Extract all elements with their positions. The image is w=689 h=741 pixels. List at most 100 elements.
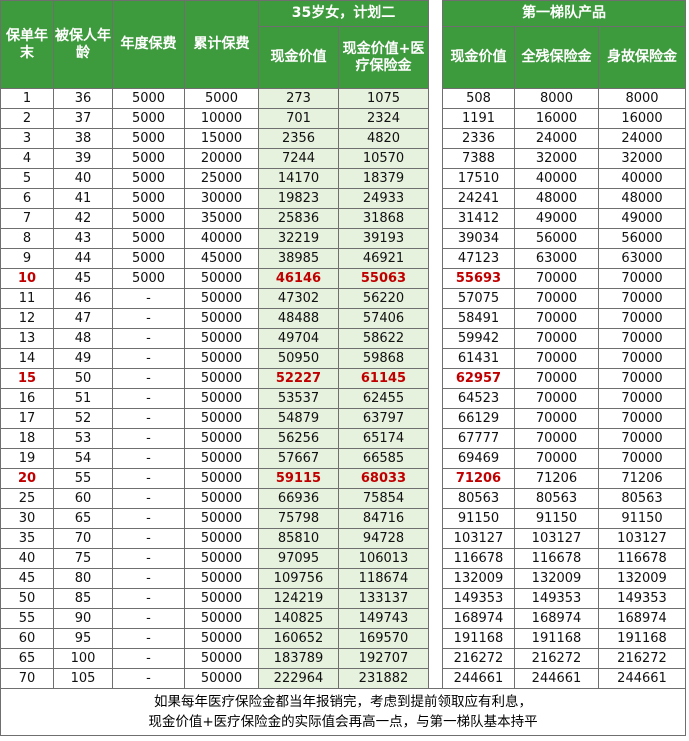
table-row: 8 43 5000 40000 32219 39193 39034 56000 56000	[0, 228, 686, 249]
cell-plan-cash-value: 53537	[258, 388, 339, 409]
table-row: 35 70-50000 85810 94728 103127 103127 103127	[0, 528, 686, 549]
cell-insured-age: 44	[53, 248, 113, 269]
cell-plan-cash-value: 183789	[258, 648, 339, 669]
table-row: 18 53-50000 56256 65174 67777 70000 70000	[0, 428, 686, 449]
cell-plan-cash-value: 59115	[258, 468, 339, 489]
cell-annual-premium: -	[112, 288, 185, 309]
cell-tier-death: 103127	[598, 528, 686, 549]
cell-year-end: 65	[0, 648, 54, 669]
cell-plan-cash-value: 97095	[258, 548, 339, 569]
cell-year-end: 13	[0, 328, 54, 349]
cell-insured-age: 48	[53, 328, 113, 349]
cell-year-end: 8	[0, 228, 54, 249]
column-gap	[428, 588, 443, 609]
cell-tier-cash-value: 64523	[442, 388, 515, 409]
cell-insured-age: 37	[53, 108, 113, 129]
table-row: 20 55-50000 59115 68033 71206 71206 71206	[0, 468, 686, 489]
cell-year-end: 18	[0, 428, 54, 449]
cell-year-end: 9	[0, 248, 54, 269]
cell-tier-cash-value: 55693	[442, 268, 515, 289]
cell-insured-age: 105	[53, 668, 113, 689]
cell-tier-disability: 191168	[514, 628, 599, 649]
cell-plan-cash-value: 38985	[258, 248, 339, 269]
cell-tier-cash-value: 39034	[442, 228, 515, 249]
cell-insured-age: 41	[53, 188, 113, 209]
cell-tier-death: 149353	[598, 588, 686, 609]
cell-insured-age: 75	[53, 548, 113, 569]
cell-annual-premium: 5000	[112, 168, 185, 189]
column-gap	[428, 468, 443, 489]
column-gap	[428, 288, 443, 309]
cell-year-end: 30	[0, 508, 54, 529]
cell-annual-premium: 5000	[112, 88, 185, 109]
cell-tier-disability: 24000	[514, 128, 599, 149]
cell-tier-cash-value: 17510	[442, 168, 515, 189]
cell-insured-age: 51	[53, 388, 113, 409]
column-gap	[428, 628, 443, 649]
cell-tier-disability: 70000	[514, 268, 599, 289]
cell-tier-death: 70000	[598, 268, 686, 289]
cell-insured-age: 55	[53, 468, 113, 489]
cell-year-end: 17	[0, 408, 54, 429]
cell-plan-cash-value: 66936	[258, 488, 339, 509]
cell-tier-cash-value: 80563	[442, 488, 515, 509]
column-gap	[428, 388, 443, 409]
cell-plan-cash-value: 14170	[258, 168, 339, 189]
cell-annual-premium: -	[112, 588, 185, 609]
cell-tier-cash-value: 116678	[442, 548, 515, 569]
cell-year-end: 3	[0, 128, 54, 149]
table-row: 13 48-50000 49704 58622 59942 70000 70000	[0, 328, 686, 349]
column-gap	[428, 0, 443, 89]
cell-tier-death: 48000	[598, 188, 686, 209]
cell-tier-disability: 91150	[514, 508, 599, 529]
cell-cumulative-premium: 50000	[184, 328, 259, 349]
header-tier-disability: 全残保险金	[514, 26, 599, 89]
table-row: 70 105-50000 222964 231882 244661 244661 24466…	[0, 668, 686, 689]
cell-plan-cash-plus-medical: 65174	[338, 428, 429, 449]
column-gap	[428, 608, 443, 629]
cell-plan-cash-value: 19823	[258, 188, 339, 209]
cell-cumulative-premium: 5000	[184, 88, 259, 109]
cell-tier-disability: 216272	[514, 648, 599, 669]
cell-tier-death: 132009	[598, 568, 686, 589]
cell-insured-age: 52	[53, 408, 113, 429]
column-gap	[428, 88, 443, 109]
column-gap	[428, 508, 443, 529]
cell-tier-cash-value: 2336	[442, 128, 515, 149]
cell-year-end: 14	[0, 348, 54, 369]
column-gap	[428, 308, 443, 329]
header-cumulative-premium: 累计保费	[184, 0, 259, 89]
cell-insured-age: 54	[53, 448, 113, 469]
cell-tier-disability: 56000	[514, 228, 599, 249]
cell-plan-cash-plus-medical: 62455	[338, 388, 429, 409]
cell-cumulative-premium: 50000	[184, 608, 259, 629]
cell-insured-age: 65	[53, 508, 113, 529]
cell-annual-premium: 5000	[112, 128, 185, 149]
cell-tier-disability: 70000	[514, 368, 599, 389]
cell-tier-death: 91150	[598, 508, 686, 529]
cell-tier-death: 71206	[598, 468, 686, 489]
cell-plan-cash-value: 273	[258, 88, 339, 109]
column-gap	[428, 648, 443, 669]
cell-tier-death: 191168	[598, 628, 686, 649]
cell-tier-death: 70000	[598, 308, 686, 329]
cell-annual-premium: 5000	[112, 108, 185, 129]
cell-tier-death: 24000	[598, 128, 686, 149]
cell-tier-disability: 70000	[514, 288, 599, 309]
cell-insured-age: 95	[53, 628, 113, 649]
column-gap	[428, 428, 443, 449]
cell-tier-disability: 116678	[514, 548, 599, 569]
table-row: 5 40 5000 25000 14170 18379 17510 40000 40000	[0, 168, 686, 189]
cell-plan-cash-value: 2356	[258, 128, 339, 149]
cell-year-end: 25	[0, 488, 54, 509]
column-gap	[428, 488, 443, 509]
cell-tier-cash-value: 103127	[442, 528, 515, 549]
cell-year-end: 19	[0, 448, 54, 469]
cell-annual-premium: -	[112, 468, 185, 489]
cell-plan-cash-plus-medical: 118674	[338, 568, 429, 589]
cell-plan-cash-plus-medical: 57406	[338, 308, 429, 329]
header-tier-group: 第一梯队产品	[442, 0, 686, 27]
cell-plan-cash-plus-medical: 1075	[338, 88, 429, 109]
cell-plan-cash-plus-medical: 66585	[338, 448, 429, 469]
cell-tier-cash-value: 61431	[442, 348, 515, 369]
